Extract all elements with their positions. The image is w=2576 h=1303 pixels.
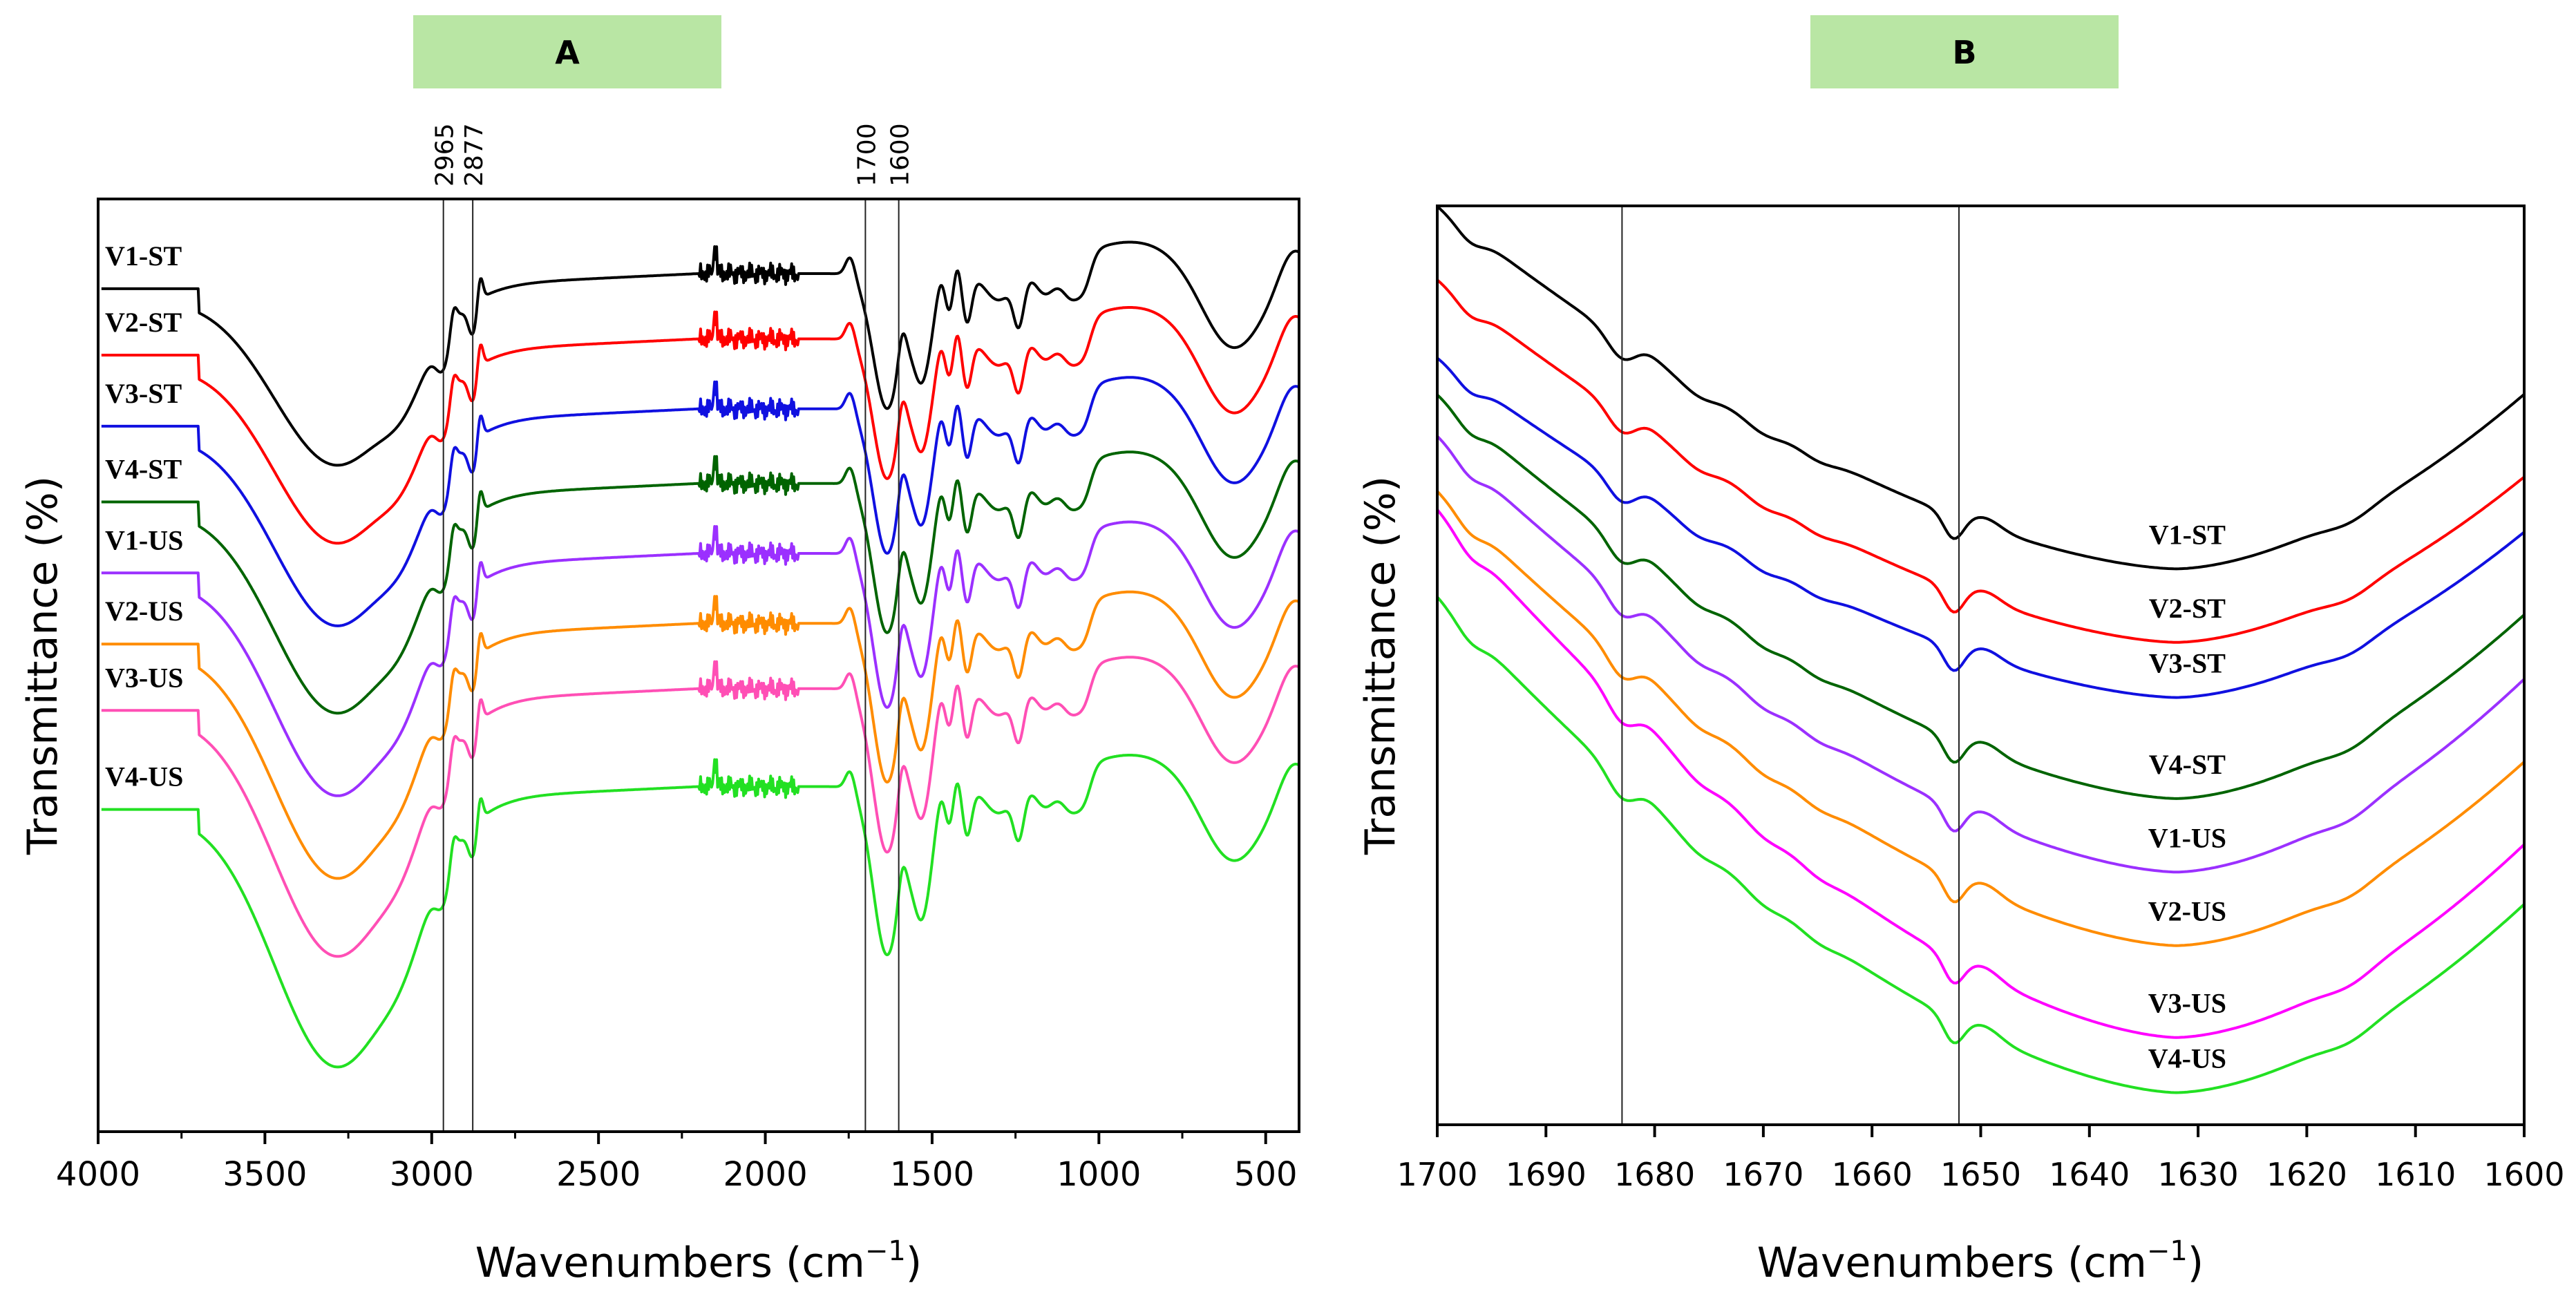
panel-b-series-label-v3-us: V3-US — [2148, 988, 2226, 1019]
panel-b-y-axis-label: Transmittance (%) — [1356, 476, 1405, 855]
panel-b-series-line-v2-st — [1436, 278, 2526, 644]
panel-a-series-line-v4-st — [101, 450, 1300, 715]
panel-b-series-label-v2-st: V2-ST — [2149, 593, 2226, 624]
panel-a-reference-lines: 2965 2877 1700 1600 — [431, 123, 915, 1132]
panel-a-x-tick-label: 3000 — [390, 1155, 474, 1194]
panel-a-x-axis: 4000 3500 3000 2500 2000 1500 1000 500 — [56, 1132, 1298, 1194]
panel-b-chart: 1700 1690 1680 1670 1660 1650 1640 1630 1620 1610… — [1356, 205, 2565, 1287]
panel-b-x-axis-label: Wavenumbers (cm−1) — [1757, 1235, 2204, 1287]
panel-a-x-tick-label: 2500 — [556, 1155, 641, 1194]
panel-a-series-line-v3-us — [101, 656, 1300, 958]
panel-a-series-line-v2-us — [101, 590, 1300, 880]
panel-b-x-tick-label: 1650 — [1940, 1156, 2021, 1193]
panel-b-series-group — [1436, 205, 2526, 1094]
panel-a-x-axis-label: Wavenumbers (cm−1) — [475, 1235, 922, 1287]
panel-b-series-labels: V1-ST V2-ST V3-ST V4-ST V1-US V2-US V3-US V4-US — [2148, 519, 2226, 1074]
panel-a-series-label-v4-us: V4-US — [105, 761, 183, 792]
panel-a-series-line-v2-st — [101, 306, 1300, 545]
panel-b-series-line-v4-st — [1436, 393, 2526, 800]
panel-b-series-label-v4-us: V4-US — [2148, 1043, 2226, 1074]
panel-b-x-tick-label: 1620 — [2266, 1156, 2347, 1193]
panel-b-series-label-v3-st: V3-ST — [2149, 648, 2226, 679]
panel-a-series-line-v1-st — [101, 240, 1300, 467]
panel-a-series-group — [101, 240, 1300, 1069]
panel-b-x-tick-label: 1600 — [2483, 1156, 2564, 1193]
panel-b-series-line-v1-us — [1436, 435, 2526, 874]
panel-b-x-axis-label-tail: ) — [2188, 1239, 2204, 1287]
panel-a-reference-label: 1700 — [853, 123, 881, 187]
panel-a-series-line-v1-us — [101, 520, 1300, 797]
panel-b-x-tick-label: 1630 — [2158, 1156, 2239, 1193]
panel-a-x-axis-label-sup: −1 — [865, 1235, 906, 1267]
panel-b-series-line-v4-us — [1436, 596, 2526, 1094]
panel-a-series-label-v3-us: V3-US — [105, 662, 183, 693]
panel-a-series-line-v3-st — [101, 376, 1300, 627]
panel-b-x-tick-label: 1610 — [2375, 1156, 2456, 1193]
panel-a-series-label-v1-st: V1-ST — [105, 240, 182, 272]
panel-a-x-axis-label-main: Wavenumbers (cm — [475, 1239, 865, 1287]
panel-b-series-label-v4-st: V4-ST — [2149, 749, 2226, 780]
panel-b-x-axis-label-sup: −1 — [2147, 1235, 2188, 1267]
panel-b-series-line-v3-st — [1436, 356, 2526, 699]
panel-b-x-tick-label: 1680 — [1614, 1156, 1695, 1193]
panel-a-reference-label: 1600 — [887, 123, 915, 187]
panel-a-y-axis-label: Transmittance (%) — [19, 476, 67, 855]
panel-a-reference-label: 2965 — [431, 123, 460, 187]
panel-b-plot-frame — [1436, 205, 2526, 1126]
panel-a-x-tick-label: 3500 — [222, 1155, 307, 1194]
panel-a-series-label-v3-st: V3-ST — [105, 378, 182, 409]
panel-b-series-label-v1-us: V1-US — [2148, 822, 2226, 853]
panel-b-x-tick-label: 1690 — [1506, 1156, 1587, 1193]
panel-a-x-tick-label: 1500 — [890, 1155, 974, 1194]
panel-b-x-tick-label: 1640 — [2049, 1156, 2130, 1193]
panel-a-x-tick-label: 500 — [1234, 1155, 1298, 1194]
panel-b-x-axis: 1700 1690 1680 1670 1660 1650 1640 1630 1620 1610… — [1396, 1125, 2565, 1193]
panel-a-series-label-v2-us: V2-US — [105, 596, 183, 627]
panel-a-title-box — [413, 15, 721, 88]
panel-a-plot-frame — [97, 198, 1300, 1133]
panel-b-series-line-v3-us — [1436, 508, 2526, 1039]
panel-b-title-box — [1810, 15, 2119, 88]
panel-a-series-labels: V1-ST V2-ST V3-ST V4-ST V1-US V2-US V3-US V4-US — [105, 240, 183, 792]
panel-a-reference-label: 2877 — [460, 123, 489, 187]
panel-b-x-tick-label: 1670 — [1723, 1156, 1803, 1193]
panel-a-series-label-v1-us: V1-US — [105, 524, 183, 555]
panel-a-chart: 2965 2877 1700 1600 4000 3500 3000 2500 2000 150… — [19, 123, 1300, 1287]
panel-b-x-tick-label: 1700 — [1396, 1156, 1477, 1193]
panel-b-series-line-v2-us — [1436, 490, 2526, 947]
panel-a-series-label-v2-st: V2-ST — [105, 307, 182, 338]
panel-a-x-axis-label-tail: ) — [906, 1239, 922, 1287]
panel-a-series-line-v4-us — [101, 754, 1300, 1069]
panel-b-x-axis-label-main: Wavenumbers (cm — [1757, 1239, 2147, 1287]
panel-a-title: A — [555, 34, 580, 71]
panel-b-reference-lines — [1621, 206, 1960, 1125]
panel-a-series-label-v4-st: V4-ST — [105, 453, 182, 484]
panel-b-series-label-v1-st: V1-ST — [2149, 519, 2226, 550]
panel-b-series-label-v2-us: V2-US — [2148, 896, 2226, 927]
panel-a-x-tick-label: 4000 — [56, 1155, 140, 1194]
panel-b-title: B — [1952, 34, 1976, 71]
panel-a-x-tick-label: 2000 — [723, 1155, 807, 1194]
panel-a-x-tick-label: 1000 — [1057, 1155, 1141, 1194]
panel-b-series-line-v1-st — [1436, 205, 2526, 571]
panel-b-x-tick-label: 1660 — [1832, 1156, 1913, 1193]
